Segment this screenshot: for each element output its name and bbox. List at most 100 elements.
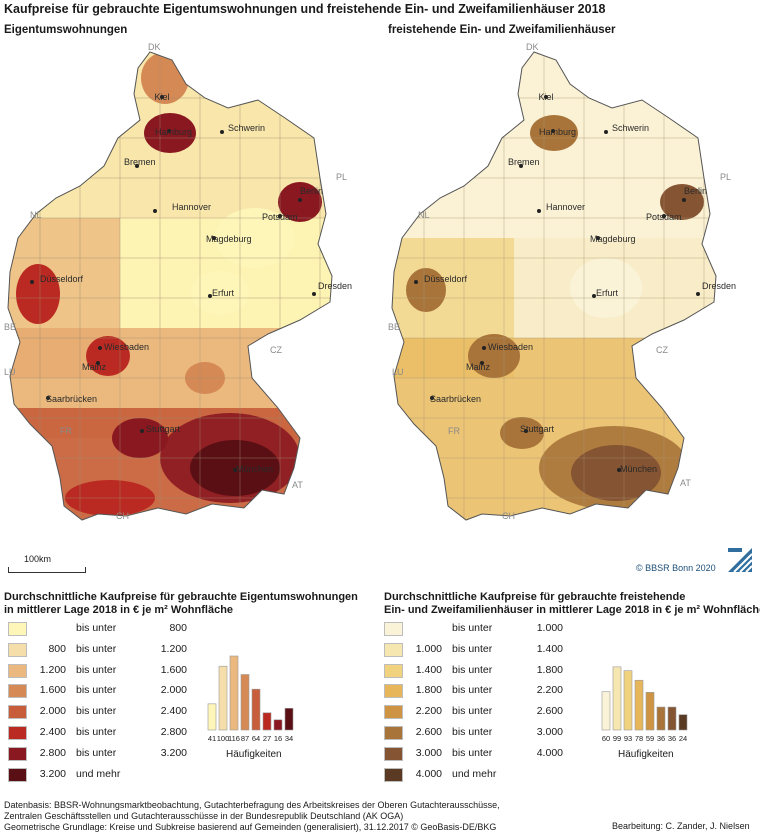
country-label-at: AT (680, 478, 691, 488)
country-label-at: AT (292, 480, 303, 490)
legend-right-class-text: bis unter (452, 663, 493, 676)
legend-right-class-upper: 1.000 (536, 622, 563, 634)
legend-right-class-lower: 1.400 (415, 663, 442, 676)
legend-left-class-row: 2.800 bis unter 3.200 (8, 746, 198, 765)
bbsr-logo-icon (726, 546, 754, 574)
scale-bar-label: 100km (24, 554, 52, 564)
legend-left-class-row: 2.000 bis unter 2.400 (8, 705, 198, 723)
legend-left-class-upper: 800 (169, 622, 187, 634)
legend-right-class-lower: 1.000 (415, 642, 442, 655)
legend-left-class-row: 2.400 bis unter 2.800 (8, 726, 198, 744)
histogram-right-bar (667, 706, 677, 731)
legend-left-class-lower: 1.200 (39, 663, 66, 676)
city-label-mainz: Mainz (82, 362, 107, 372)
legend-right-title-line2: Ein- und Zweifamilienhäuser in mittlerer… (384, 604, 760, 616)
country-label-nl: NL (418, 210, 430, 220)
country-label-fr: FR (60, 426, 72, 436)
legend-right-class-text: bis unter (452, 622, 493, 634)
legend-right-class-text: bis unter (452, 726, 493, 738)
histogram-left-bar (262, 712, 272, 731)
legend-left-class-upper: 2.000 (160, 684, 187, 697)
legend-right-swatch (384, 705, 403, 720)
scale-bar (8, 567, 86, 573)
histogram-left-count-label: 16 (274, 734, 282, 743)
histogram-right-bar (645, 692, 655, 731)
histogram-left-count-label: 27 (263, 734, 271, 743)
legend-right-class-upper: 3.000 (536, 726, 563, 738)
city-label-bremen: Bremen (508, 157, 540, 167)
histogram-left-count-label: 64 (252, 734, 260, 743)
city-label-erfurt: Erfurt (596, 288, 619, 298)
legend-left-class-upper: 1.200 (160, 642, 187, 655)
histogram-left-bar (284, 708, 294, 731)
histogram-left-bar (251, 688, 261, 731)
legend-left-class-lower: 3.200 (39, 767, 66, 780)
legend-left-class-text: bis unter (76, 746, 117, 759)
legend-right-class-text: bis unter (452, 746, 493, 759)
country-label-lu: LU (4, 367, 16, 377)
legend-right-class-lower: 4.000 (415, 767, 442, 780)
city-label-kiel: Kiel (538, 92, 553, 102)
map-left-title: Eigentumswohnungen (4, 24, 128, 36)
city-label-berlin: Berlin (684, 186, 707, 196)
city-label-saarbruecken: Saarbrücken (46, 394, 97, 404)
country-label-pl: PL (336, 172, 347, 182)
legend-left-class-text: bis unter (76, 726, 117, 738)
histogram-left-bar (207, 703, 217, 731)
legend-left-class-upper: 2.800 (160, 726, 187, 738)
legend-left-class-lower: 2.800 (39, 746, 66, 759)
legend-left-class-row: 1.200 bis unter 1.600 (8, 663, 198, 682)
legend-right-title-line1: Durchschnittliche Kaufpreise für gebrauc… (384, 591, 686, 603)
city-label-erfurt: Erfurt (212, 288, 235, 298)
histogram-right-bar (612, 666, 622, 731)
histogram-left-label: Häufigkeiten (226, 749, 282, 760)
city-label-dresden: Dresden (702, 281, 736, 291)
legend-left-title-line2: in mittlerer Lage 2018 in € je m² Wohnfl… (4, 604, 234, 616)
country-label-dk: DK (148, 42, 161, 52)
country-label-be: BE (4, 322, 16, 332)
histogram-left-bar (229, 655, 239, 731)
city-label-wiesbaden: Wiesbaden (488, 342, 533, 352)
legend-left-swatch (8, 663, 27, 678)
histogram-right-count-label: 78 (635, 734, 643, 743)
legend-left-swatch (8, 767, 27, 782)
city-label-hamburg: Hamburg (539, 127, 576, 137)
copyright-text: © BBSR Bonn 2020 (636, 563, 716, 573)
histogram-right-count-label: 59 (646, 734, 654, 743)
histogram-left-count-label: 116 (228, 734, 240, 743)
legend-left-class-row: 3.200 und mehr (8, 767, 198, 786)
city-label-saarbruecken: Saarbrücken (430, 394, 481, 404)
legend-right-class-lower: 3.000 (415, 746, 442, 759)
histogram-left-bar (240, 674, 250, 731)
legend-right-class-row: 1.000 bis unter 1.400 (384, 642, 574, 661)
city-label-magdeburg: Magdeburg (590, 234, 636, 244)
legend-right-class-row: 3.000 bis unter 4.000 (384, 746, 574, 765)
city-label-stuttgart: Stuttgart (520, 424, 555, 434)
country-label-cz: CZ (270, 345, 282, 355)
legend-left-title-line1: Durchschnittliche Kaufpreise für gebrauc… (4, 591, 358, 603)
country-label-fr: FR (448, 426, 460, 436)
histogram-right: 60 99 93 78 59 36 36 24 (601, 666, 688, 743)
legend-left-classes: bis unter 800 800 bis unter 1.200 1.200 bis un… (8, 622, 198, 782)
histogram-right-count-label: 99 (613, 734, 621, 743)
map-right: Kiel Hamburg Schwerin Bremen Hannover Be… (388, 42, 736, 521)
legend-left-class-row: 800 bis unter 1.200 (8, 642, 198, 661)
country-label-ch: CH (116, 511, 129, 521)
city-label-berlin: Berlin (300, 186, 323, 196)
legend-right-classes: bis unter 1.000 1.000 bis unter 1.400 1.400 bi… (384, 622, 574, 782)
country-label-be: BE (388, 322, 400, 332)
city-label-potsdam: Potsdam (262, 212, 298, 222)
city-label-hannover: Hannover (546, 202, 585, 212)
histogram-left-count-label: 87 (241, 734, 249, 743)
legend-right-swatch (384, 663, 403, 678)
histogram-right-bar (678, 714, 688, 731)
histogram-left-count-label: 41 (208, 734, 216, 743)
legend-right-class-lower: 2.200 (415, 705, 442, 718)
histogram-right-bar (623, 670, 633, 731)
legend-right-class-text: und mehr (452, 767, 497, 780)
legend-left-class-row: bis unter 800 (8, 622, 198, 640)
city-label-duesseldorf: Düsseldorf (40, 274, 84, 284)
country-label-nl: NL (30, 210, 42, 220)
legend-right-class-text: bis unter (452, 705, 493, 718)
